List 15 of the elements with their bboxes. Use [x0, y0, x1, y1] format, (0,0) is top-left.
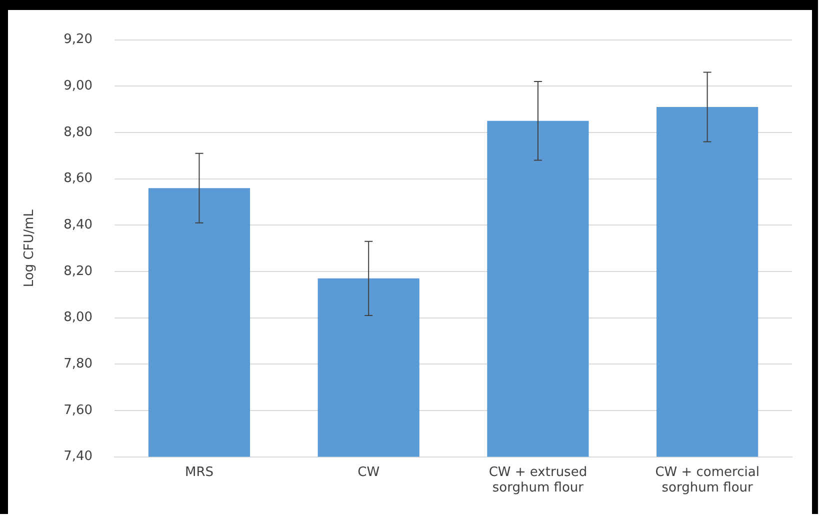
y-tick-label: 9,20 [64, 32, 93, 48]
y-tick-label: 8,00 [64, 310, 93, 326]
y-tick-label: 7,80 [64, 356, 93, 372]
y-tick-label: 8,40 [64, 218, 93, 233]
x-tick-label: MRS [184, 464, 214, 480]
x-tick-label: CW + comercial sorghum flour [655, 464, 760, 496]
y-axis-title: Log CFU/mL [22, 208, 38, 288]
y-tick-label: 7,60 [64, 402, 93, 418]
y-tick-label: 9,00 [64, 78, 93, 94]
y-tick-label: 8,60 [64, 171, 93, 186]
y-tick-label: 8,80 [64, 124, 93, 140]
y-tick-label: 8,20 [64, 264, 93, 279]
y-tick-label: 7,40 [64, 449, 93, 464]
x-tick-label: CW + extrused sorghum flour [488, 464, 588, 496]
x-tick-label: CW [358, 464, 380, 480]
